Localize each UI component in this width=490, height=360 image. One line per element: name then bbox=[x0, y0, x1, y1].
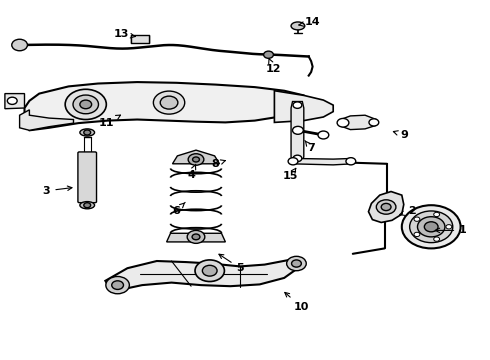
Circle shape bbox=[346, 158, 356, 165]
Circle shape bbox=[318, 131, 329, 139]
Circle shape bbox=[369, 119, 379, 126]
Circle shape bbox=[193, 157, 199, 162]
Ellipse shape bbox=[80, 129, 95, 136]
Circle shape bbox=[287, 256, 306, 271]
Polygon shape bbox=[5, 94, 24, 109]
Text: 9: 9 bbox=[393, 130, 408, 140]
Polygon shape bbox=[20, 110, 74, 130]
Circle shape bbox=[106, 276, 129, 294]
Circle shape bbox=[424, 222, 438, 232]
Text: 14: 14 bbox=[299, 17, 320, 27]
Circle shape bbox=[84, 203, 91, 208]
Circle shape bbox=[414, 232, 420, 237]
Circle shape bbox=[80, 100, 92, 109]
Circle shape bbox=[410, 211, 453, 243]
Circle shape bbox=[402, 205, 461, 248]
Polygon shape bbox=[105, 260, 301, 292]
Circle shape bbox=[446, 225, 452, 229]
Circle shape bbox=[264, 51, 273, 58]
Text: 8: 8 bbox=[212, 159, 225, 169]
Circle shape bbox=[7, 97, 17, 104]
Circle shape bbox=[202, 265, 217, 276]
Circle shape bbox=[153, 91, 185, 114]
Text: 11: 11 bbox=[99, 115, 121, 128]
Circle shape bbox=[434, 237, 440, 241]
Ellipse shape bbox=[80, 202, 95, 209]
FancyBboxPatch shape bbox=[131, 35, 149, 43]
Polygon shape bbox=[167, 233, 225, 242]
Polygon shape bbox=[24, 82, 309, 130]
Text: 13: 13 bbox=[114, 29, 135, 39]
Circle shape bbox=[414, 217, 420, 221]
Polygon shape bbox=[341, 115, 376, 130]
Circle shape bbox=[112, 281, 123, 289]
Circle shape bbox=[292, 260, 301, 267]
Circle shape bbox=[12, 39, 27, 51]
Text: 4: 4 bbox=[187, 164, 196, 180]
Circle shape bbox=[288, 158, 298, 165]
Polygon shape bbox=[172, 150, 220, 164]
Circle shape bbox=[84, 130, 91, 135]
Polygon shape bbox=[368, 192, 404, 222]
Text: 1: 1 bbox=[435, 225, 467, 235]
Text: 10: 10 bbox=[285, 292, 309, 312]
Text: 15: 15 bbox=[282, 168, 298, 181]
Circle shape bbox=[337, 118, 349, 127]
Text: 5: 5 bbox=[219, 254, 244, 273]
Circle shape bbox=[187, 230, 205, 243]
Circle shape bbox=[417, 217, 445, 237]
FancyBboxPatch shape bbox=[78, 152, 97, 203]
Polygon shape bbox=[291, 158, 353, 165]
Circle shape bbox=[434, 212, 440, 217]
Circle shape bbox=[160, 96, 178, 109]
Text: 6: 6 bbox=[172, 202, 185, 216]
Ellipse shape bbox=[291, 22, 305, 30]
Circle shape bbox=[188, 154, 204, 165]
Circle shape bbox=[293, 126, 303, 134]
Text: 7: 7 bbox=[305, 140, 315, 153]
Circle shape bbox=[195, 260, 224, 282]
Circle shape bbox=[73, 95, 98, 114]
Circle shape bbox=[381, 203, 391, 211]
Circle shape bbox=[376, 200, 396, 214]
Polygon shape bbox=[274, 91, 333, 122]
Circle shape bbox=[65, 89, 106, 120]
Circle shape bbox=[293, 155, 302, 162]
Circle shape bbox=[293, 127, 302, 134]
Circle shape bbox=[192, 234, 200, 240]
Text: 3: 3 bbox=[43, 186, 72, 196]
Text: 12: 12 bbox=[266, 58, 281, 74]
Text: 2: 2 bbox=[400, 206, 416, 216]
Circle shape bbox=[293, 102, 302, 108]
Polygon shape bbox=[291, 102, 304, 163]
